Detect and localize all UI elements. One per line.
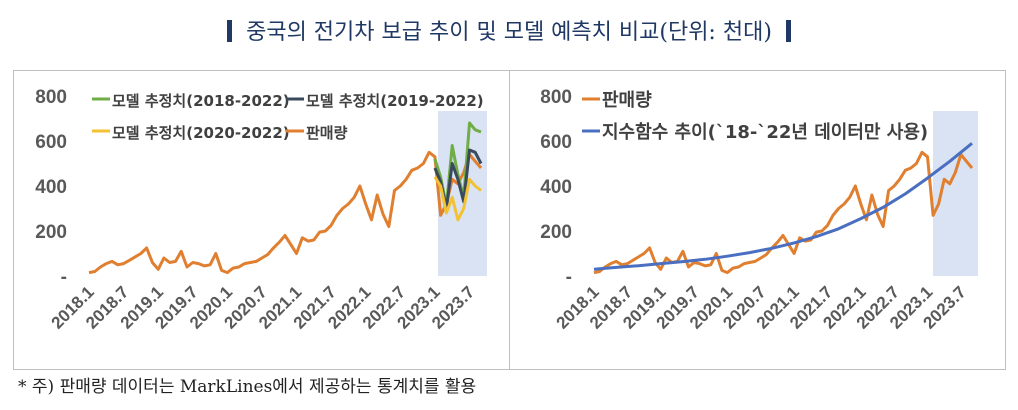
legend-label: 모델 추정치(2020-2022) bbox=[112, 124, 290, 142]
title-left-bar bbox=[227, 20, 233, 42]
y-tick-label: - bbox=[566, 267, 572, 288]
left-chart-svg: -2004006008002018.12018.72019.12019.7202… bbox=[35, 87, 487, 333]
title-text: 중국의 전기차 보급 추이 및 모델 예측치 비교(단위: 천대) bbox=[246, 20, 772, 45]
title-right-bar bbox=[785, 20, 791, 42]
y-tick-label: 200 bbox=[540, 222, 572, 243]
y-tick-label: 800 bbox=[540, 87, 572, 108]
y-tick-label: - bbox=[61, 267, 67, 288]
series-line-3 bbox=[433, 176, 482, 222]
y-tick-label: 600 bbox=[35, 132, 67, 153]
y-tick-label: 400 bbox=[35, 177, 67, 198]
series-line-0 bbox=[88, 150, 483, 275]
y-tick-label: 800 bbox=[35, 87, 67, 108]
series-line-0 bbox=[593, 150, 974, 275]
legend-label: 지수함수 추이(`18-`22년 데이터만 사용) bbox=[602, 121, 928, 143]
right-chart-panel: -200 400 600 800 2018.1 2018.7 2019.1 2019.7 202… bbox=[509, 70, 1006, 370]
series-line-1 bbox=[593, 142, 973, 271]
legend-label: 판매량 bbox=[602, 90, 652, 111]
y-tick-label: 200 bbox=[35, 222, 67, 243]
y-tick-label: 400 bbox=[540, 177, 572, 198]
right-chart-svg: -2004006008002018.12018.72019.12019.7202… bbox=[540, 87, 978, 333]
legend-label: 모델 추정치(2019-2022) bbox=[306, 92, 484, 110]
left-chart-panel: -200 400 600 800 2018.1 2018.7 2019.1 2019.7 202… bbox=[13, 70, 510, 370]
page-title: 중국의 전기차 보급 추이 및 모델 예측치 비교(단위: 천대) bbox=[0, 14, 1018, 46]
footnote: * 주) 판매량 데이터는 MarkLines에서 제공하는 통계치를 활용 bbox=[18, 377, 477, 397]
y-tick-label: 600 bbox=[540, 132, 572, 153]
legend-label: 모델 추정치(2018-2022) bbox=[112, 92, 290, 110]
legend-label: 판매량 bbox=[306, 124, 348, 142]
